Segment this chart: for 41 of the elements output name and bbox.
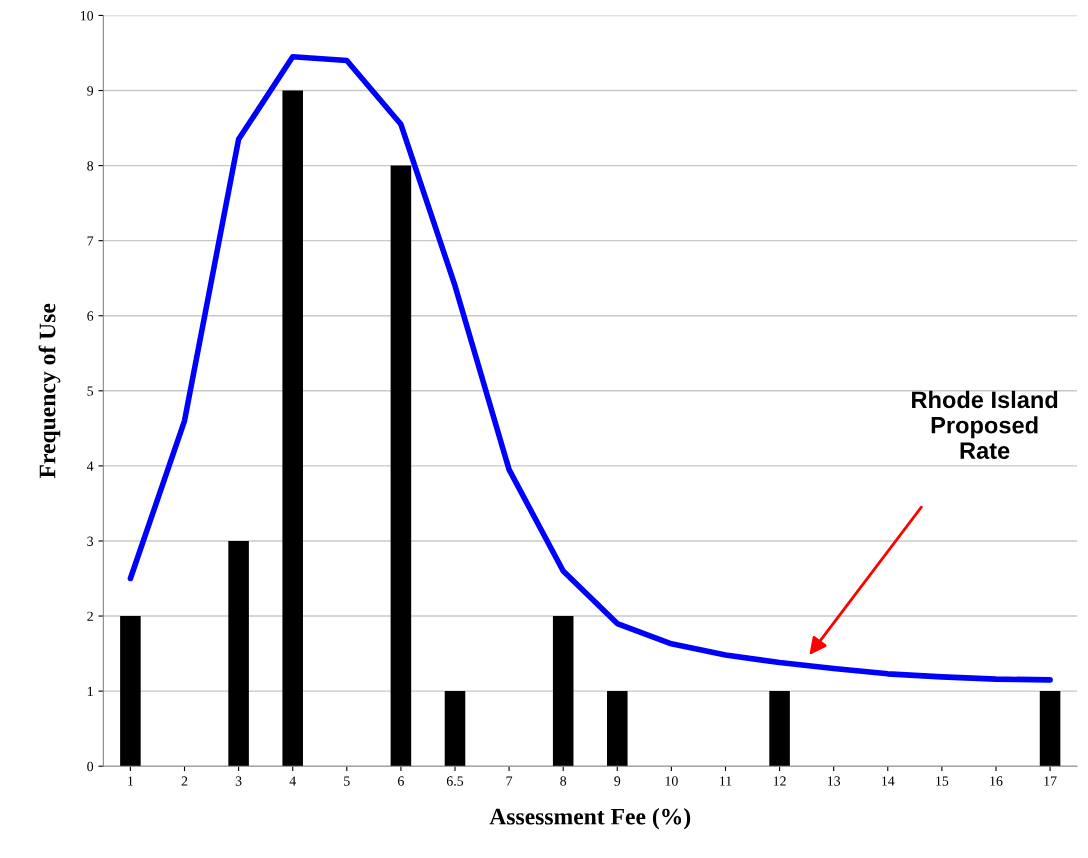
- x-tick-label: 15: [936, 776, 949, 786]
- annotation: Rhode Island Proposed Rate: [912, 390, 1058, 460]
- x-tick-label: 2: [181, 776, 188, 786]
- y-tick-label: 1: [87, 686, 93, 696]
- x-tick-label: 6: [398, 776, 404, 786]
- x-tick-label: 8: [560, 776, 567, 786]
- y-tick-label: 0: [87, 761, 94, 772]
- x-tick-label: 14: [882, 776, 895, 786]
- y-tick-label: 8: [87, 161, 94, 171]
- y-tick-label: 2: [87, 611, 93, 621]
- x-tick-label: 16: [990, 776, 1003, 786]
- x-tick-label: 13: [827, 776, 841, 786]
- x-tick-label: 9: [614, 776, 621, 786]
- x-tick-label: 12: [773, 776, 786, 786]
- bar: [552, 616, 574, 767]
- y-tick-label: 9: [87, 86, 94, 96]
- x-tick-label: 17: [1044, 776, 1057, 786]
- bar: [607, 691, 628, 767]
- bar: [444, 691, 466, 767]
- y-axis-title: Frequency of Use: [38, 303, 61, 479]
- y-tick-label: 4: [86, 461, 94, 471]
- bar: [390, 165, 412, 767]
- bar: [120, 616, 141, 767]
- x-tick-label: 11: [720, 776, 732, 786]
- x-tick-label: 5: [344, 776, 350, 786]
- y-tick-label: 5: [87, 386, 94, 396]
- x-tick-label: 1: [128, 776, 134, 786]
- bar: [1039, 691, 1061, 767]
- x-tick-label: 6.5: [446, 776, 464, 786]
- y-tick-label: 6: [87, 311, 94, 321]
- x-tick-label: 3: [235, 776, 242, 786]
- bar: [769, 691, 790, 767]
- x-axis-title: Assessment Fee (%): [489, 807, 691, 830]
- bar: [228, 540, 249, 767]
- y-tick-label: 3: [87, 536, 94, 546]
- y-tick-label: 7: [87, 236, 94, 246]
- x-tick-label: 7: [506, 776, 513, 786]
- bar: [282, 90, 303, 767]
- x-tick-label: 4: [289, 776, 296, 786]
- x-tick-label: 10: [665, 776, 678, 786]
- y-tick-label: 10: [80, 11, 94, 21]
